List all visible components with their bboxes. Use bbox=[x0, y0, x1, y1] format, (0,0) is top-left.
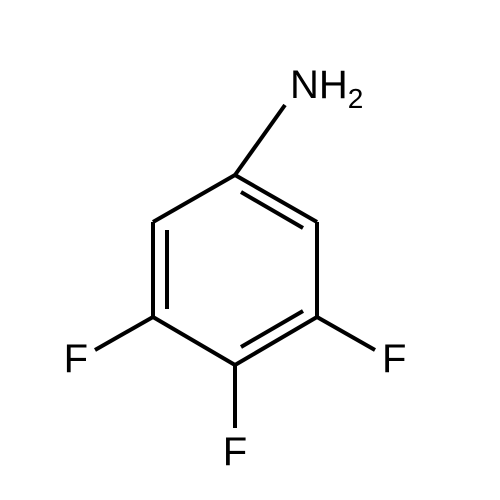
benzene-ring bbox=[153, 175, 317, 365]
label-nh2: NH2 bbox=[290, 63, 363, 114]
bond-c3-c4 bbox=[235, 317, 317, 365]
bond-c3-f bbox=[317, 317, 375, 350]
label-f-right: F bbox=[382, 337, 406, 381]
label-f-left: F bbox=[64, 337, 88, 381]
molecule-diagram: NH2 F F F bbox=[0, 0, 500, 500]
label-f-bottom: F bbox=[223, 430, 247, 474]
bond-c1-c2 bbox=[235, 175, 317, 222]
bond-c6-c1 bbox=[153, 175, 235, 222]
bond-c4-c5 bbox=[153, 317, 235, 365]
label-nh2-sub: 2 bbox=[348, 83, 364, 114]
substituent-bonds bbox=[95, 105, 375, 428]
label-nh2-main: NH bbox=[290, 63, 348, 107]
bond-c5-f bbox=[95, 317, 153, 350]
bond-c1-nh2 bbox=[235, 105, 285, 175]
